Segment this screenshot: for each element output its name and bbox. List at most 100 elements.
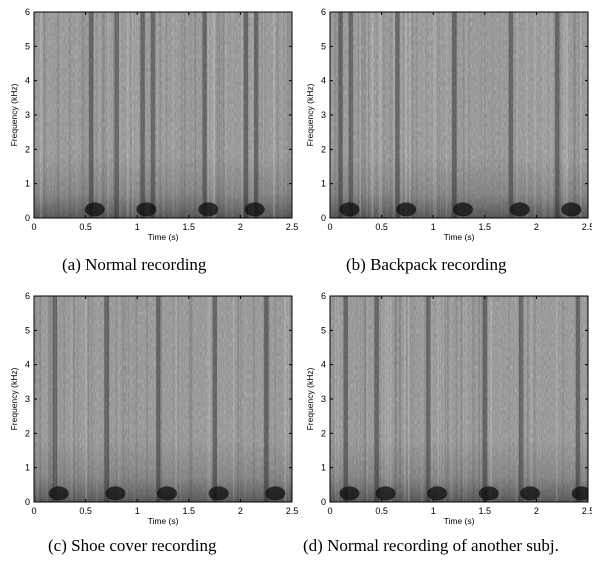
noise-streak (135, 12, 137, 218)
x-tick-label: 0 (327, 506, 332, 516)
noise-streak (66, 12, 69, 218)
y-tick-label: 3 (321, 110, 326, 120)
panel-b: 0 0.5 1 1.5 2 2.5 0 1 2 3 4 5 6 Time (s) Frequency (kH… (296, 0, 592, 250)
noise-streak (244, 296, 246, 502)
noise-streak (213, 12, 216, 218)
noise-streak (239, 296, 241, 502)
noise-streak (86, 296, 88, 502)
noise-streak (425, 12, 427, 218)
noise-streak (449, 12, 452, 218)
noise-streak (370, 12, 372, 218)
noise-streak (480, 12, 482, 218)
y-tick-label: 1 (25, 463, 30, 473)
noise-streak (379, 12, 382, 218)
y-axis-label: Frequency (kHz) (305, 83, 315, 146)
noise-streak (404, 296, 406, 502)
footstep-burst (561, 202, 582, 217)
noise-streak (264, 12, 266, 218)
noise-streak (488, 296, 490, 502)
caption-c: (c) Shoe cover recording (48, 536, 217, 555)
footstep-burst (265, 486, 286, 501)
noise-streak (419, 12, 422, 218)
noise-streak (223, 12, 225, 218)
noise-streak (435, 12, 437, 218)
noise-streak (76, 296, 78, 502)
noise-streak (190, 12, 192, 218)
noise-streak (398, 296, 401, 502)
noise-streak (542, 12, 544, 218)
y-tick-label: 0 (25, 497, 30, 507)
noise-streak (101, 12, 103, 218)
noise-streak (543, 12, 545, 218)
noise-streak (60, 12, 62, 218)
noise-streak (462, 296, 465, 502)
noise-streak (438, 12, 441, 218)
noise-streak (395, 296, 397, 502)
noise-streak (389, 296, 391, 502)
y-tick-label: 2 (321, 428, 326, 438)
noise-streak (530, 296, 533, 502)
noise-streak (163, 12, 165, 218)
noise-streak (401, 12, 404, 218)
footstep-burst (520, 486, 541, 501)
noise-streak (172, 12, 175, 218)
noise-streak (405, 12, 407, 218)
noise-streak (420, 296, 422, 502)
y-tick-label: 6 (25, 7, 30, 17)
noise-streak (38, 296, 41, 502)
noise-streak (429, 12, 431, 218)
noise-streak (279, 296, 281, 502)
footstep-band (374, 296, 379, 502)
x-axis-label: Time (s) (148, 232, 179, 242)
noise-streak (190, 12, 193, 218)
y-tick-label: 4 (321, 360, 326, 370)
noise-streak (85, 296, 87, 502)
noise-streak (54, 296, 56, 502)
noise-streak (364, 296, 366, 502)
noise-streak (408, 296, 411, 502)
footstep-burst (396, 202, 417, 217)
noise-streak (76, 296, 78, 502)
noise-streak (238, 296, 240, 502)
noise-streak (566, 12, 569, 218)
noise-streak (366, 12, 368, 218)
noise-streak (455, 296, 458, 502)
noise-streak (36, 296, 39, 502)
noise-streak (151, 12, 153, 218)
noise-streak (126, 12, 128, 218)
noise-streak (516, 296, 518, 502)
noise-streak (392, 12, 395, 218)
noise-streak (451, 296, 453, 502)
noise-streak (263, 296, 265, 502)
footstep-burst (478, 486, 499, 501)
noise-streak (176, 12, 178, 218)
noise-streak (176, 12, 178, 218)
noise-streak (122, 296, 124, 502)
noise-streak (124, 296, 126, 502)
noise-streak (529, 296, 531, 502)
noise-streak (212, 12, 215, 218)
y-tick-label: 3 (321, 394, 326, 404)
noise-streak (156, 296, 158, 502)
noise-streak (73, 296, 75, 502)
noise-streak (274, 296, 276, 502)
noise-streak (276, 12, 278, 218)
x-tick-label: 1 (431, 222, 436, 232)
noise-streak (433, 12, 435, 218)
noise-streak (253, 296, 255, 502)
noise-streak (177, 296, 180, 502)
noise-streak (534, 12, 536, 218)
noise-streak (544, 12, 547, 218)
noise-streak (411, 296, 413, 502)
noise-streak (241, 12, 243, 218)
footstep-band (155, 296, 161, 502)
noise-streak (190, 296, 193, 502)
noise-streak (284, 296, 286, 502)
x-tick-label: 2 (238, 222, 243, 232)
noise-streak (261, 12, 263, 218)
noise-streak (272, 12, 275, 218)
noise-streak (158, 12, 160, 218)
noise-streak (409, 12, 410, 218)
noise-streak (56, 12, 59, 218)
noise-streak (521, 296, 523, 502)
